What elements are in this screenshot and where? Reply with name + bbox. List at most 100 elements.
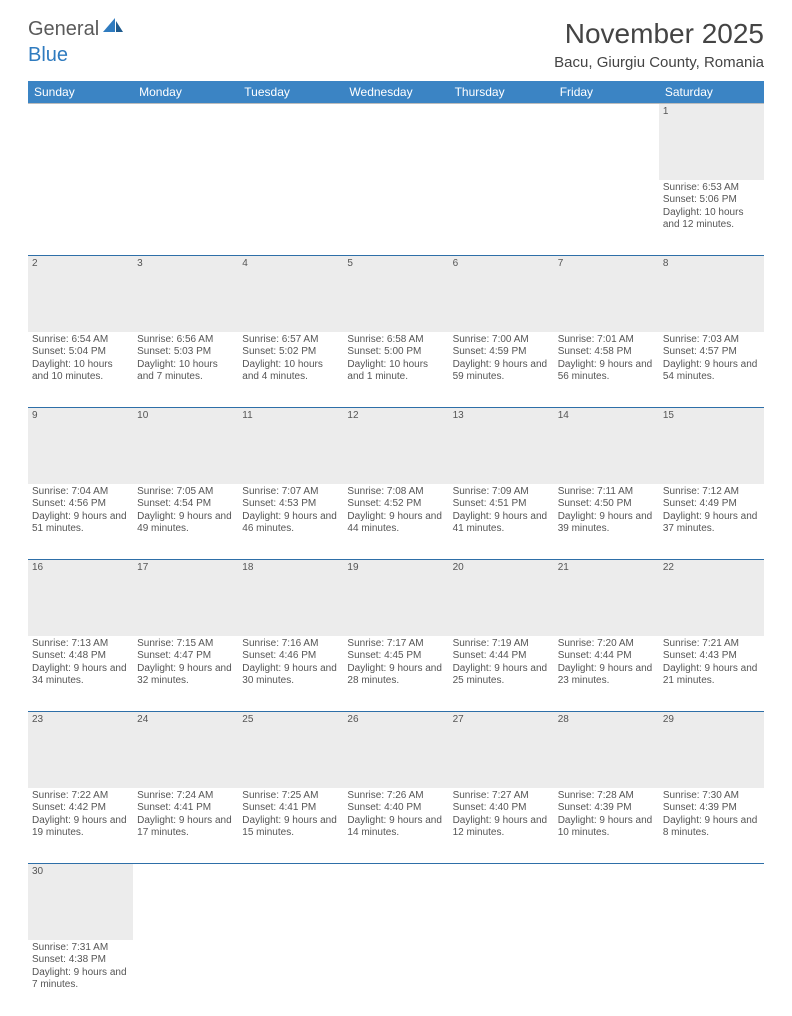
day-info-cell: Sunrise: 7:20 AMSunset: 4:44 PMDaylight:… — [554, 636, 659, 712]
sunset-text: Sunset: 5:03 PM — [137, 346, 234, 359]
day-number-row: 23242526272829 — [28, 712, 764, 788]
day-number-cell: 15 — [659, 408, 764, 484]
sunset-text: Sunset: 4:43 PM — [663, 650, 760, 663]
logo-text-blue: Blue — [28, 44, 68, 66]
day-number-cell — [449, 104, 554, 180]
day-number-row: 16171819202122 — [28, 560, 764, 636]
day-number-cell: 24 — [133, 712, 238, 788]
day-number-cell — [343, 864, 448, 940]
sunset-text: Sunset: 4:41 PM — [242, 802, 339, 815]
daylight-text: Daylight: 9 hours and 54 minutes. — [663, 359, 760, 384]
daylight-text: Daylight: 9 hours and 37 minutes. — [663, 511, 760, 536]
day-info-cell: Sunrise: 7:25 AMSunset: 4:41 PMDaylight:… — [238, 788, 343, 864]
sunset-text: Sunset: 4:41 PM — [137, 802, 234, 815]
day-number-cell: 13 — [449, 408, 554, 484]
title-block: November 2025 Bacu, Giurgiu County, Roma… — [554, 18, 764, 71]
sunset-text: Sunset: 4:52 PM — [347, 498, 444, 511]
day-info-cell — [659, 940, 764, 1016]
daylight-text: Daylight: 9 hours and 32 minutes. — [137, 663, 234, 688]
day-number-cell: 23 — [28, 712, 133, 788]
daylight-text: Daylight: 9 hours and 56 minutes. — [558, 359, 655, 384]
day-number-cell: 1 — [659, 104, 764, 180]
sunrise-text: Sunrise: 7:11 AM — [558, 486, 655, 499]
sunrise-text: Sunrise: 7:01 AM — [558, 334, 655, 347]
day-number-cell: 5 — [343, 256, 448, 332]
sunrise-text: Sunrise: 7:15 AM — [137, 638, 234, 651]
day-info-cell: Sunrise: 7:31 AMSunset: 4:38 PMDaylight:… — [28, 940, 133, 1016]
sunset-text: Sunset: 4:59 PM — [453, 346, 550, 359]
logo-text-general: General — [28, 18, 99, 41]
sunset-text: Sunset: 4:39 PM — [558, 802, 655, 815]
day-number-cell: 19 — [343, 560, 448, 636]
sunrise-text: Sunrise: 7:20 AM — [558, 638, 655, 651]
daylight-text: Daylight: 9 hours and 8 minutes. — [663, 815, 760, 840]
day-info-cell: Sunrise: 7:15 AMSunset: 4:47 PMDaylight:… — [133, 636, 238, 712]
day-info-cell: Sunrise: 7:00 AMSunset: 4:59 PMDaylight:… — [449, 332, 554, 408]
logo-blue-wrap: Blue — [28, 44, 68, 67]
day-number-cell: 28 — [554, 712, 659, 788]
sunrise-text: Sunrise: 7:22 AM — [32, 790, 129, 803]
daylight-text: Daylight: 9 hours and 10 minutes. — [558, 815, 655, 840]
sunset-text: Sunset: 4:53 PM — [242, 498, 339, 511]
day-info-row: Sunrise: 6:54 AMSunset: 5:04 PMDaylight:… — [28, 332, 764, 408]
day-number-cell: 26 — [343, 712, 448, 788]
weekday-row: SundayMondayTuesdayWednesdayThursdayFrid… — [28, 81, 764, 104]
daylight-text: Daylight: 10 hours and 1 minute. — [347, 359, 444, 384]
daylight-text: Daylight: 9 hours and 30 minutes. — [242, 663, 339, 688]
day-info-cell: Sunrise: 7:05 AMSunset: 4:54 PMDaylight:… — [133, 484, 238, 560]
sunrise-text: Sunrise: 7:21 AM — [663, 638, 760, 651]
sunrise-text: Sunrise: 7:30 AM — [663, 790, 760, 803]
day-number-cell — [659, 864, 764, 940]
sunset-text: Sunset: 4:50 PM — [558, 498, 655, 511]
daylight-text: Daylight: 9 hours and 28 minutes. — [347, 663, 444, 688]
day-number-row: 30 — [28, 864, 764, 940]
daylight-text: Daylight: 9 hours and 14 minutes. — [347, 815, 444, 840]
day-info-cell: Sunrise: 7:09 AMSunset: 4:51 PMDaylight:… — [449, 484, 554, 560]
day-info-row: Sunrise: 7:31 AMSunset: 4:38 PMDaylight:… — [28, 940, 764, 1016]
day-number-row: 1 — [28, 104, 764, 180]
weekday-header: Wednesday — [343, 81, 448, 104]
weekday-header: Thursday — [449, 81, 554, 104]
sunrise-text: Sunrise: 7:05 AM — [137, 486, 234, 499]
sunset-text: Sunset: 4:44 PM — [558, 650, 655, 663]
day-number-cell: 3 — [133, 256, 238, 332]
day-info-cell: Sunrise: 6:54 AMSunset: 5:04 PMDaylight:… — [28, 332, 133, 408]
sunset-text: Sunset: 5:04 PM — [32, 346, 129, 359]
daylight-text: Daylight: 9 hours and 21 minutes. — [663, 663, 760, 688]
sunrise-text: Sunrise: 7:13 AM — [32, 638, 129, 651]
daylight-text: Daylight: 9 hours and 25 minutes. — [453, 663, 550, 688]
daylight-text: Daylight: 9 hours and 59 minutes. — [453, 359, 550, 384]
day-info-cell: Sunrise: 6:56 AMSunset: 5:03 PMDaylight:… — [133, 332, 238, 408]
sunset-text: Sunset: 4:57 PM — [663, 346, 760, 359]
day-number-cell: 18 — [238, 560, 343, 636]
day-info-cell — [449, 180, 554, 256]
day-info-row: Sunrise: 7:13 AMSunset: 4:48 PMDaylight:… — [28, 636, 764, 712]
sunset-text: Sunset: 4:54 PM — [137, 498, 234, 511]
day-info-cell: Sunrise: 7:04 AMSunset: 4:56 PMDaylight:… — [28, 484, 133, 560]
sunset-text: Sunset: 4:51 PM — [453, 498, 550, 511]
logo-sail-icon — [103, 18, 125, 39]
daylight-text: Daylight: 9 hours and 34 minutes. — [32, 663, 129, 688]
sunrise-text: Sunrise: 7:25 AM — [242, 790, 339, 803]
logo: General — [28, 18, 127, 41]
day-info-cell: Sunrise: 7:12 AMSunset: 4:49 PMDaylight:… — [659, 484, 764, 560]
sunset-text: Sunset: 5:00 PM — [347, 346, 444, 359]
sunset-text: Sunset: 4:39 PM — [663, 802, 760, 815]
daylight-text: Daylight: 10 hours and 4 minutes. — [242, 359, 339, 384]
day-info-cell: Sunrise: 7:28 AMSunset: 4:39 PMDaylight:… — [554, 788, 659, 864]
sunset-text: Sunset: 5:02 PM — [242, 346, 339, 359]
sunset-text: Sunset: 4:42 PM — [32, 802, 129, 815]
day-info-cell: Sunrise: 7:21 AMSunset: 4:43 PMDaylight:… — [659, 636, 764, 712]
sunset-text: Sunset: 4:40 PM — [453, 802, 550, 815]
daylight-text: Daylight: 9 hours and 23 minutes. — [558, 663, 655, 688]
day-number-cell — [133, 864, 238, 940]
daylight-text: Daylight: 9 hours and 17 minutes. — [137, 815, 234, 840]
day-info-cell — [343, 940, 448, 1016]
sunset-text: Sunset: 4:56 PM — [32, 498, 129, 511]
day-number-cell: 16 — [28, 560, 133, 636]
daylight-text: Daylight: 9 hours and 19 minutes. — [32, 815, 129, 840]
daylight-text: Daylight: 10 hours and 7 minutes. — [137, 359, 234, 384]
daylight-text: Daylight: 10 hours and 12 minutes. — [663, 207, 760, 232]
daylight-text: Daylight: 9 hours and 51 minutes. — [32, 511, 129, 536]
day-number-cell: 12 — [343, 408, 448, 484]
